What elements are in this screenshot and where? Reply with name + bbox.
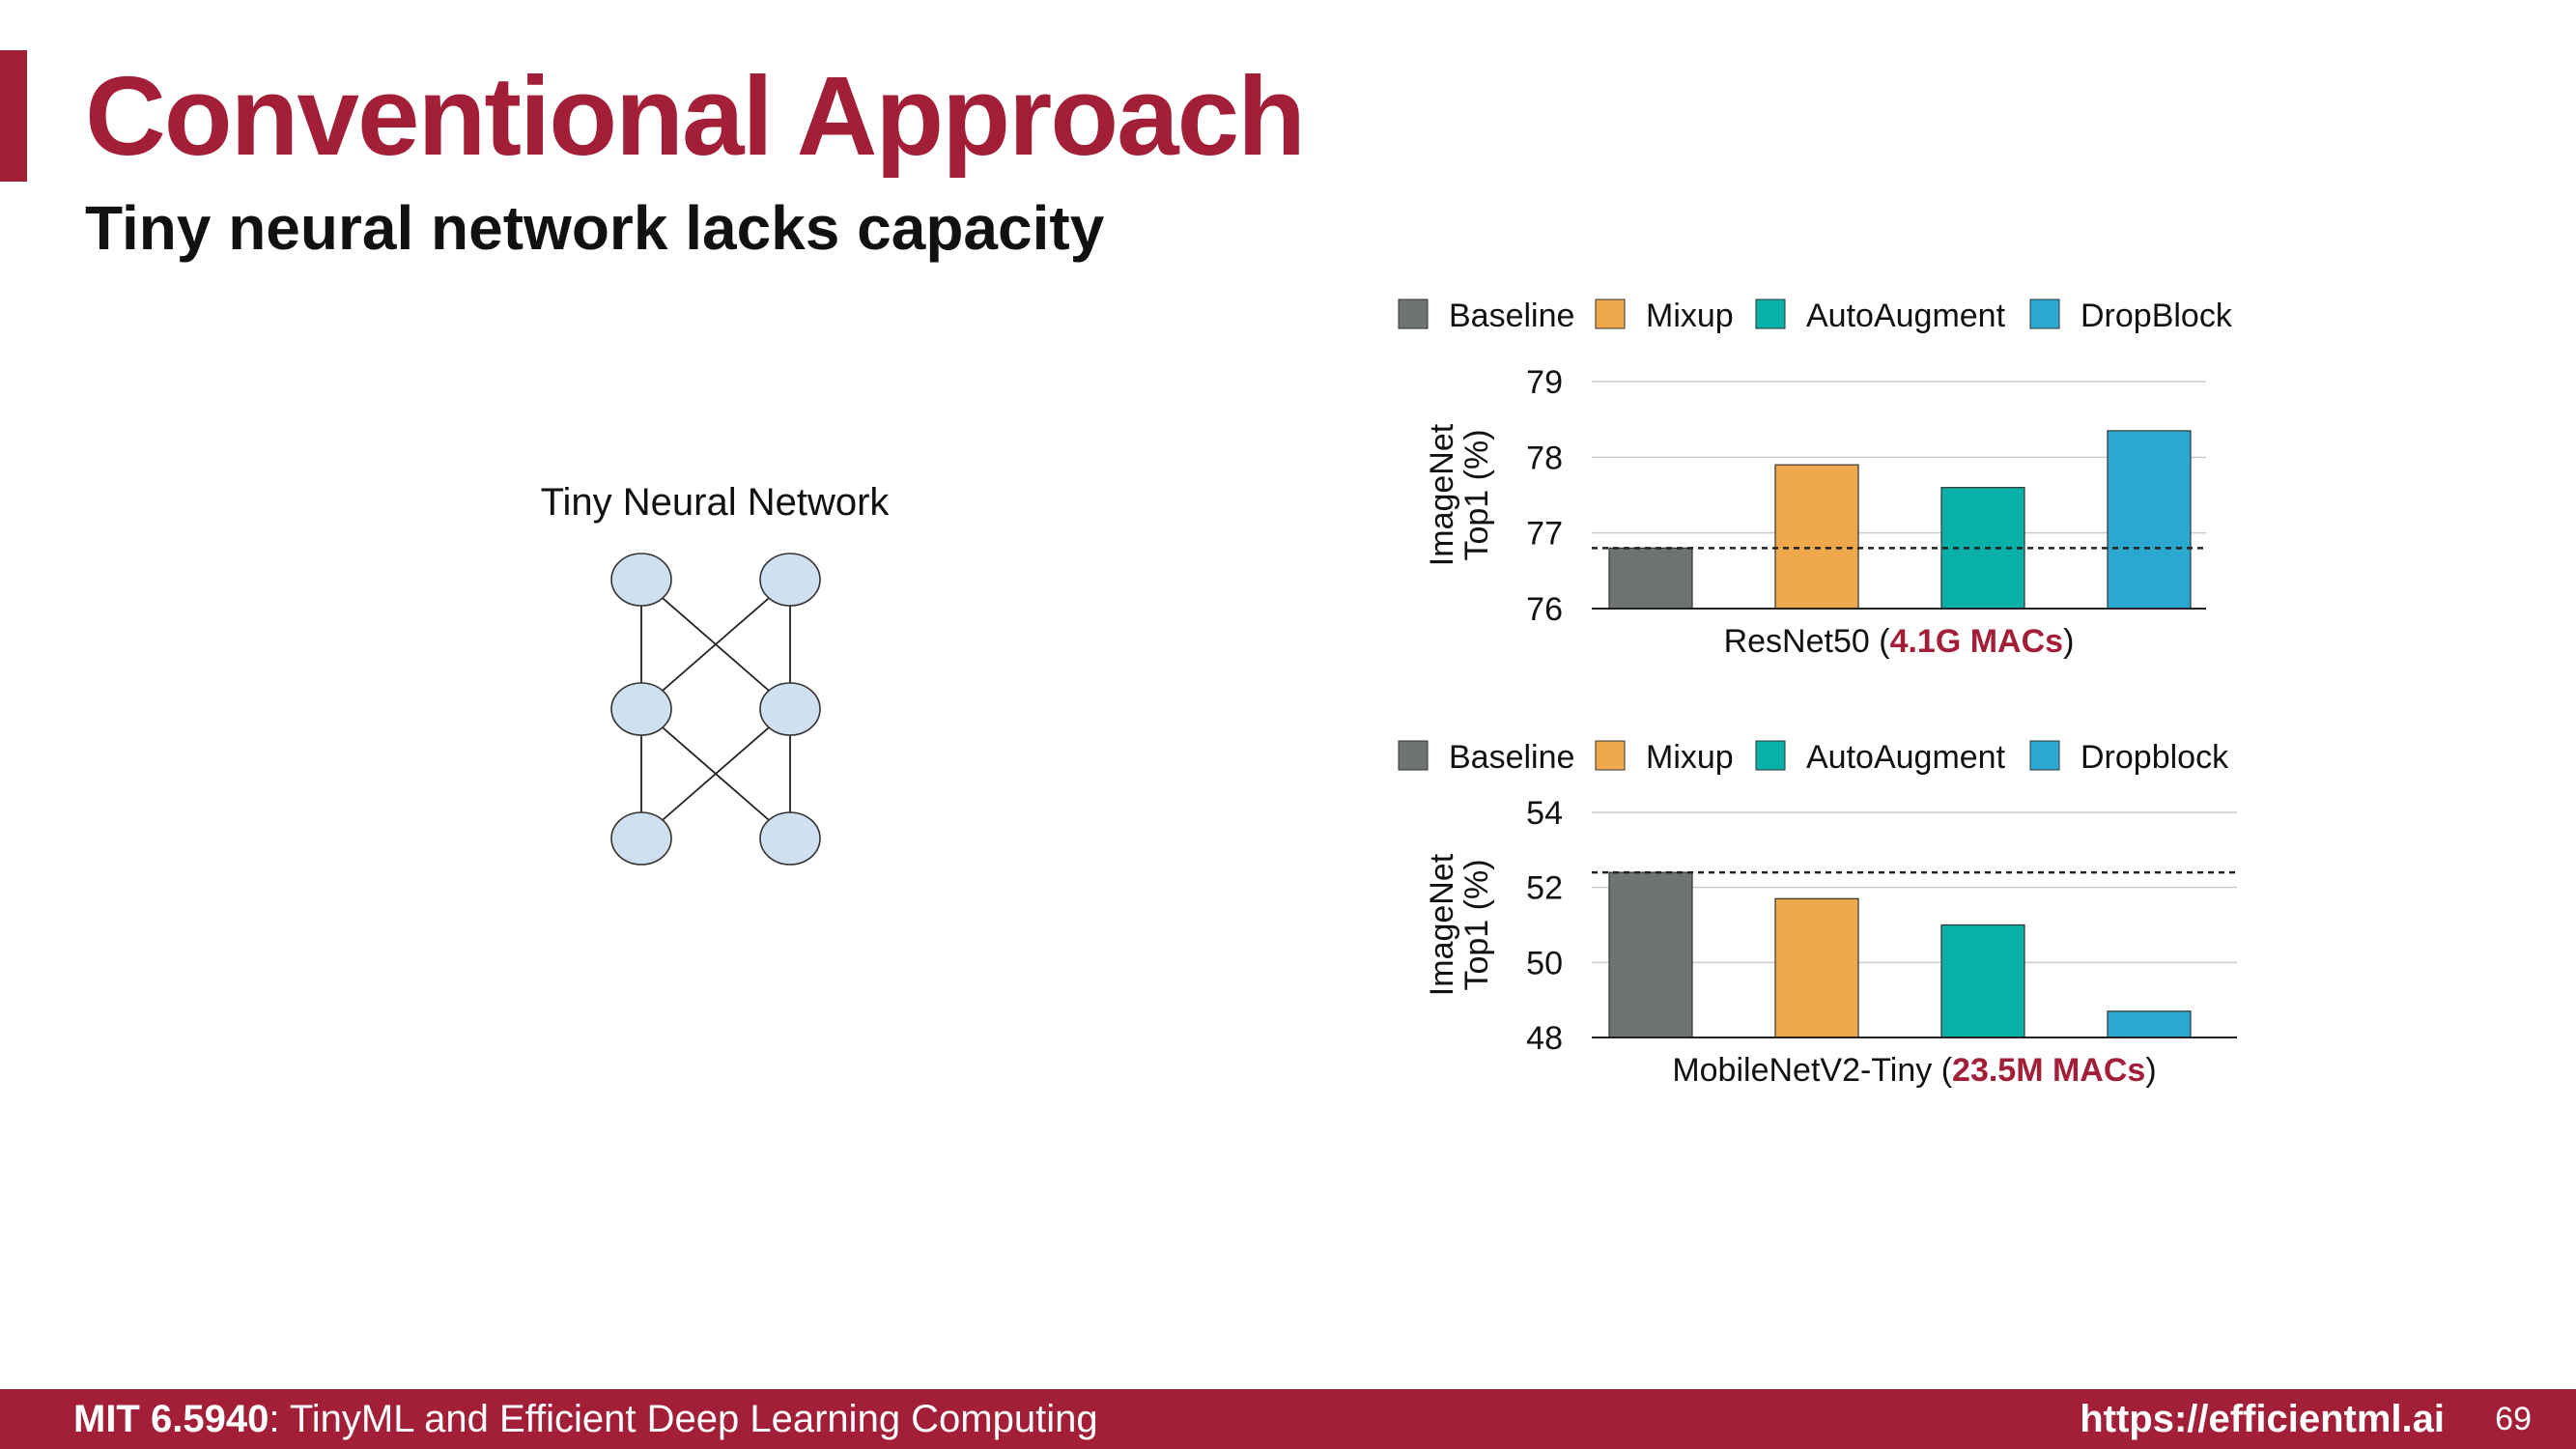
legend-swatch-0 bbox=[1398, 740, 1429, 771]
x-axis-label-highlight: 4.1G MACs bbox=[1890, 623, 2064, 660]
footer-bar: MIT 6.5940: TinyML and Efficient Deep Le… bbox=[0, 1389, 2576, 1449]
slide-subtitle: Tiny neural network lacks capacity bbox=[85, 193, 1105, 263]
legend-label-2: AutoAugment bbox=[1806, 298, 2006, 334]
footer-course: MIT 6.5940: TinyML and Efficient Deep Le… bbox=[73, 1389, 1098, 1449]
y-tick-label: 48 bbox=[1526, 1020, 1563, 1057]
bar-autoaugment bbox=[1940, 923, 2025, 1038]
legend-swatch-3 bbox=[2029, 740, 2060, 771]
diagram-title: Tiny Neural Network bbox=[540, 481, 890, 524]
nn-edge bbox=[640, 708, 791, 839]
legend-label-3: DropBlock bbox=[2081, 298, 2233, 334]
title-accent-bar bbox=[0, 50, 27, 182]
legend-label-3: Dropblock bbox=[2081, 739, 2229, 776]
bar-baseline bbox=[1608, 871, 1693, 1038]
footer-url-link[interactable]: https://efficientml.ai bbox=[2080, 1398, 2445, 1440]
footer-course-name: : TinyML and Efficient Deep Learning Com… bbox=[269, 1398, 1098, 1440]
nn-node bbox=[610, 811, 672, 866]
y-tick-label: 54 bbox=[1526, 795, 1563, 832]
mobilenetv2-tiny-bar-chart: Baseline Mixup AutoAugment Dropblock 48 50 52 5… bbox=[1398, 739, 2237, 1089]
y-tick-label: 79 bbox=[1526, 364, 1563, 401]
y-tick-label: 50 bbox=[1526, 945, 1563, 981]
bar-mixup bbox=[1774, 897, 1859, 1038]
legend-label-1: Mixup bbox=[1646, 298, 1734, 334]
legend-swatch-2 bbox=[1755, 740, 1786, 771]
y-axis-label-line: Top1 (%) bbox=[1458, 859, 1495, 990]
x-axis-label-prefix: ResNet50 ( bbox=[1724, 623, 1891, 660]
bar-dropblock bbox=[2107, 1010, 2192, 1038]
legend-label-2: AutoAugment bbox=[1806, 739, 2006, 776]
bar-dropblock bbox=[2107, 430, 2192, 610]
legend-swatch-0 bbox=[1398, 298, 1429, 329]
nn-node bbox=[610, 553, 672, 607]
x-axis-label-prefix: MobileNetV2-Tiny ( bbox=[1672, 1052, 1952, 1089]
y-tick-label: 52 bbox=[1526, 870, 1563, 907]
nn-edge bbox=[640, 579, 791, 710]
x-axis-label: ResNet50 (4.1G MACs) bbox=[1724, 623, 2075, 660]
nn-node bbox=[759, 682, 821, 736]
bar-mixup bbox=[1774, 464, 1859, 610]
legend-swatch-1 bbox=[1595, 298, 1626, 329]
legend-label-0: Baseline bbox=[1449, 739, 1574, 776]
footer-course-code: MIT 6.5940 bbox=[73, 1398, 269, 1440]
legend-swatch-2 bbox=[1755, 298, 1786, 329]
page-number: 69 bbox=[2495, 1401, 2532, 1437]
y-axis-label: ImageNetTop1 (%) bbox=[1424, 423, 1495, 566]
nn-node bbox=[759, 811, 821, 866]
tiny-neural-network-diagram bbox=[610, 553, 821, 866]
x-axis-label: MobileNetV2-Tiny (23.5M MACs) bbox=[1672, 1052, 2156, 1089]
resnet50-bar-chart: Baseline Mixup AutoAugment DropBlock 76 77 78 7… bbox=[1398, 298, 2233, 660]
x-axis-label-highlight: 23.5M MACs bbox=[1952, 1052, 2145, 1089]
slide-title: Conventional Approach bbox=[85, 53, 1306, 179]
nn-node bbox=[759, 553, 821, 607]
y-axis-label: ImageNetTop1 (%) bbox=[1424, 853, 1495, 996]
x-axis-label-suffix: ) bbox=[2145, 1052, 2156, 1089]
y-axis-label-line: ImageNet bbox=[1424, 853, 1460, 996]
bar-baseline bbox=[1608, 547, 1693, 610]
legend-swatch-1 bbox=[1595, 740, 1626, 771]
y-tick-label: 78 bbox=[1526, 440, 1563, 476]
y-tick-label: 77 bbox=[1526, 516, 1563, 553]
x-axis-label-suffix: ) bbox=[2063, 623, 2074, 660]
legend-label-0: Baseline bbox=[1449, 298, 1574, 334]
y-tick-label: 76 bbox=[1526, 591, 1563, 628]
y-axis-label-line: ImageNet bbox=[1424, 423, 1460, 566]
legend-label-1: Mixup bbox=[1646, 739, 1734, 776]
y-axis-label-line: Top1 (%) bbox=[1458, 429, 1495, 560]
legend-swatch-3 bbox=[2029, 298, 2060, 329]
nn-node bbox=[610, 682, 672, 736]
